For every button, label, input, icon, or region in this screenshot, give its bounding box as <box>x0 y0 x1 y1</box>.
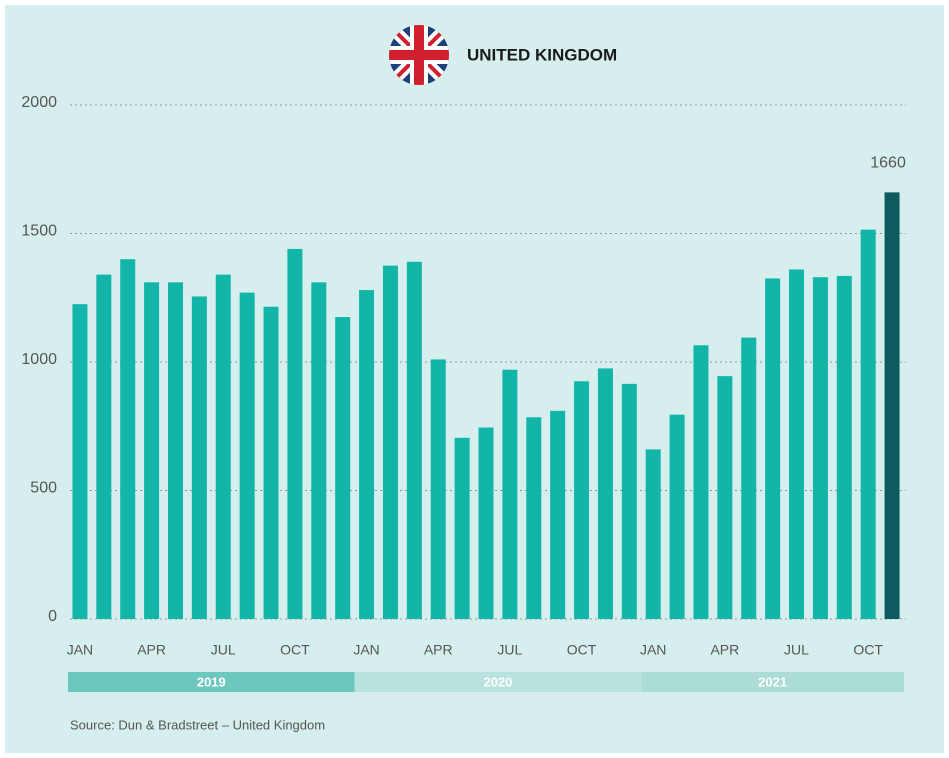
y-tick-label: 500 <box>30 480 57 497</box>
year-label: 2021 <box>758 674 787 689</box>
x-tick-label: JAN <box>67 642 93 658</box>
source: Source: Dun & Bradstreet – United Kingdo… <box>70 717 325 732</box>
bar <box>860 229 876 619</box>
bar <box>574 381 590 619</box>
year-label: 2020 <box>483 674 512 689</box>
bar <box>144 282 160 619</box>
bar <box>884 192 900 619</box>
background <box>5 5 944 753</box>
bar <box>72 304 88 619</box>
bar <box>693 345 709 619</box>
bar <box>502 369 518 619</box>
bar <box>263 306 279 619</box>
bar <box>765 278 781 619</box>
bar <box>359 290 375 619</box>
x-tick-label: OCT <box>567 642 597 658</box>
x-tick-label: JAN <box>353 642 379 658</box>
bar <box>191 296 207 619</box>
x-tick-label: JUL <box>784 642 809 658</box>
bar <box>120 259 136 619</box>
y-tick-label: 1500 <box>21 223 57 240</box>
y-tick-label: 0 <box>48 608 57 625</box>
bar <box>669 414 685 619</box>
chart-title: UNITED KINGDOM <box>467 45 617 64</box>
bar <box>382 265 398 619</box>
bar <box>478 427 494 619</box>
bar <box>789 269 805 619</box>
bar <box>812 277 828 619</box>
x-tick-label: APR <box>710 642 739 658</box>
bar <box>550 410 566 619</box>
x-tick-label: JUL <box>497 642 522 658</box>
bar <box>836 275 852 619</box>
y-tick-label: 2000 <box>21 94 57 111</box>
year-band <box>641 672 904 692</box>
bar <box>287 248 303 620</box>
bar <box>167 282 183 619</box>
bar <box>454 437 470 619</box>
bar <box>741 337 757 619</box>
year-band <box>354 672 642 692</box>
year-label: 2019 <box>197 674 226 689</box>
bar <box>717 376 733 619</box>
bar <box>96 274 112 619</box>
x-tick-label: APR <box>424 642 453 658</box>
bar <box>239 292 255 619</box>
year-band <box>68 672 355 692</box>
bar <box>430 359 446 619</box>
bar <box>335 317 351 619</box>
bar <box>215 274 231 619</box>
bar <box>311 282 327 619</box>
x-tick-label: OCT <box>853 642 883 658</box>
x-tick-label: OCT <box>280 642 310 658</box>
bar <box>406 261 422 619</box>
value-label: 1660 <box>870 155 906 172</box>
bar <box>645 449 661 619</box>
x-tick-label: APR <box>137 642 166 658</box>
x-tick-label: JAN <box>640 642 666 658</box>
flag <box>389 25 449 85</box>
bar <box>621 383 637 619</box>
bar <box>526 417 542 619</box>
x-tick-label: JUL <box>211 642 236 658</box>
bar <box>597 368 613 619</box>
y-tick-label: 1000 <box>21 351 57 368</box>
